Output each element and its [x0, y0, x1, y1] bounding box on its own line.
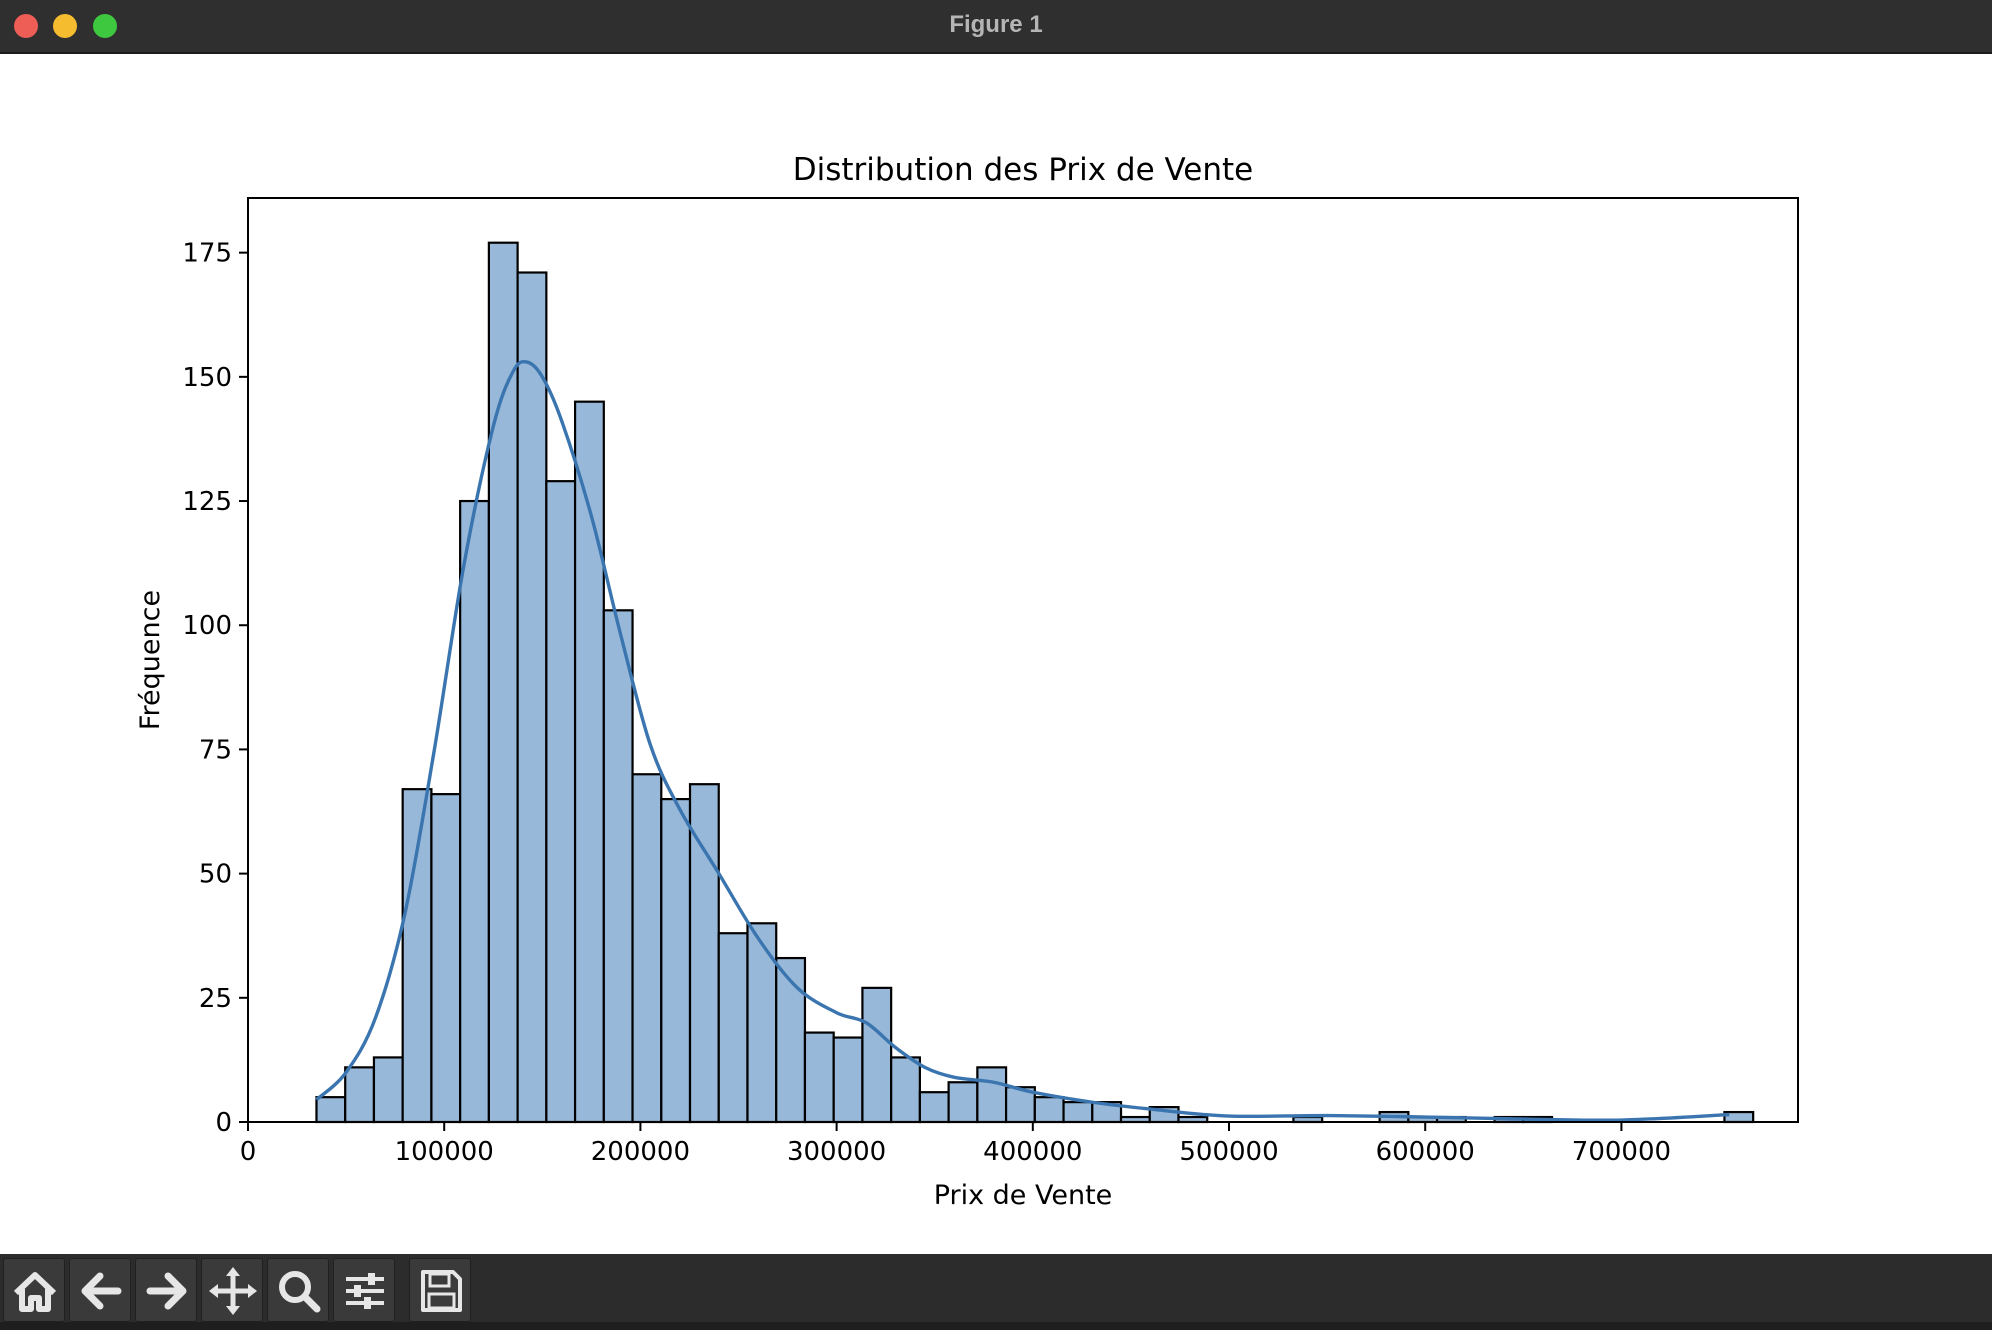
pan-button[interactable] — [201, 1258, 263, 1322]
histogram-bar — [861, 986, 893, 1124]
x-tick-label: 100000 — [395, 1137, 494, 1167]
histogram-bar — [430, 793, 462, 1124]
histogram-bar — [890, 1056, 921, 1124]
histogram-bar — [516, 271, 548, 1124]
window-titlebar: Figure 1 — [0, 0, 1992, 54]
chart-title: Distribution des Prix de Vente — [793, 152, 1254, 188]
x-tick-label: 500000 — [1179, 1137, 1278, 1167]
back-button[interactable] — [69, 1258, 131, 1322]
y-tick-label: 0 — [215, 1108, 232, 1138]
y-tick-label: 25 — [199, 984, 232, 1014]
forward-arrow-icon — [146, 1272, 187, 1310]
pan-icon — [209, 1267, 257, 1315]
x-tick-label: 600000 — [1376, 1137, 1475, 1167]
save-button[interactable] — [409, 1258, 471, 1322]
window-title: Figure 1 — [949, 11, 1043, 38]
y-tick-label: 75 — [199, 735, 232, 765]
histogram-bar — [660, 797, 692, 1124]
histogram-bar — [372, 1056, 404, 1124]
histogram-bar — [1062, 1101, 1094, 1124]
zoom-icon — [279, 1271, 321, 1313]
histogram-bar — [344, 1066, 376, 1124]
histogram-bar — [545, 480, 577, 1124]
plot-frame — [247, 197, 1799, 1123]
histogram-bar — [717, 932, 749, 1124]
bottom-strip — [0, 1322, 1992, 1330]
histogram-chart: 0 100000 200000 300000 400000 500000 600000 700… — [135, 152, 1799, 1211]
histogram-bar — [401, 788, 433, 1124]
home-icon — [13, 1272, 57, 1312]
figure-canvas: 0 100000 200000 300000 400000 500000 600000 700… — [0, 54, 1992, 1254]
x-tick-label: 0 — [240, 1137, 257, 1167]
histogram-bar — [746, 922, 778, 1124]
close-window-button[interactable] — [14, 14, 38, 38]
kde-curve — [315, 359, 1730, 1122]
configure-subplots-button[interactable] — [333, 1258, 395, 1322]
histogram-bar — [602, 609, 634, 1124]
y-tick-label: 175 — [182, 239, 232, 269]
y-tick-label: 100 — [182, 611, 232, 641]
y-tick-label: 50 — [199, 860, 232, 890]
histogram-bar — [631, 773, 663, 1124]
save-icon — [421, 1270, 462, 1312]
x-tick-label: 700000 — [1572, 1137, 1671, 1167]
configure-subplots-icon — [346, 1273, 384, 1309]
y-tick-label: 150 — [182, 363, 232, 393]
forward-button[interactable] — [135, 1258, 197, 1322]
home-button[interactable] — [3, 1258, 65, 1322]
x-tick-label: 300000 — [787, 1137, 886, 1167]
histogram-bar — [459, 499, 490, 1124]
histogram-bar — [918, 1091, 950, 1124]
histogram-bar — [803, 1031, 835, 1124]
y-axis-label: Fréquence — [135, 590, 166, 730]
minimize-window-button[interactable] — [53, 14, 77, 38]
back-arrow-icon — [81, 1272, 122, 1310]
x-tick-label: 400000 — [983, 1137, 1082, 1167]
maximize-window-button[interactable] — [93, 14, 117, 38]
histogram-bar — [832, 1036, 864, 1124]
histogram-bar — [947, 1081, 979, 1124]
histogram-bar — [1033, 1096, 1065, 1124]
histogram-bar — [976, 1066, 1008, 1124]
zoom-button[interactable] — [267, 1258, 329, 1322]
histogram-bar — [315, 1096, 347, 1124]
y-tick-label: 125 — [182, 487, 232, 517]
x-axis-label: Prix de Vente — [934, 1180, 1113, 1211]
x-tick-label: 200000 — [591, 1137, 690, 1167]
navigation-toolbar — [0, 1254, 1992, 1330]
